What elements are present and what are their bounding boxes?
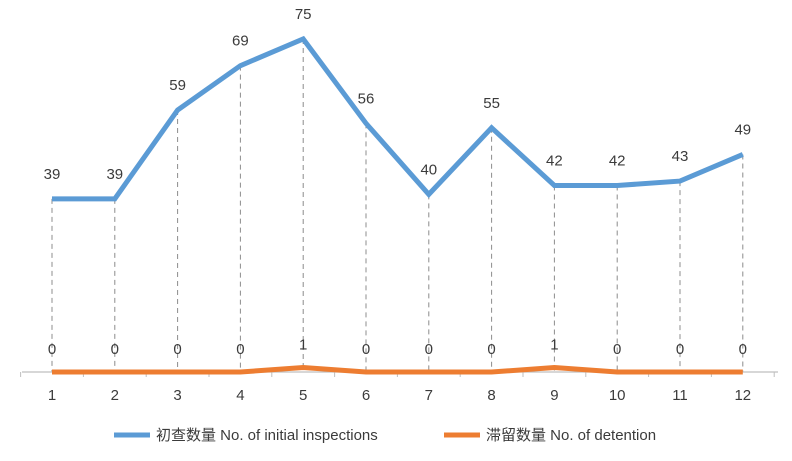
x-tick-label: 12 <box>734 387 751 404</box>
x-tick-labels: 1 2 3 4 5 6 7 8 9 10 11 12 <box>20 372 775 404</box>
x-tick-label: 8 <box>487 387 495 404</box>
data-label-detention: 0 <box>613 341 621 358</box>
data-label-detention: 0 <box>362 341 370 358</box>
data-label-initial-inspections: 75 <box>295 6 312 23</box>
data-labels: 39 39 59 69 75 56 40 55 42 42 43 49 0 0 0 0 1 0 0 0 1 0 0 0 <box>44 6 751 358</box>
data-label-detention: 0 <box>48 341 56 358</box>
data-label-detention: 0 <box>487 341 495 358</box>
x-tick-label: 6 <box>362 387 370 404</box>
data-label-detention: 0 <box>173 341 181 358</box>
data-label-initial-inspections: 55 <box>483 95 500 112</box>
x-tick-label: 9 <box>550 387 558 404</box>
x-tick-label: 3 <box>173 387 181 404</box>
data-label-detention: 0 <box>236 341 244 358</box>
legend-label-detention: 滞留数量 No. of detention <box>486 427 656 444</box>
x-tick-label: 10 <box>609 387 626 404</box>
data-label-initial-inspections: 43 <box>672 148 689 165</box>
x-tick-label: 4 <box>236 387 244 404</box>
data-label-initial-inspections: 59 <box>169 77 186 94</box>
data-label-initial-inspections: 39 <box>44 166 61 183</box>
data-label-initial-inspections: 42 <box>609 153 626 170</box>
data-label-initial-inspections: 49 <box>734 121 751 138</box>
data-label-detention: 0 <box>739 341 747 358</box>
data-label-initial-inspections: 39 <box>106 166 123 183</box>
legend-label-initial-inspections: 初查数量 No. of initial inspections <box>156 427 378 444</box>
x-tick-label: 1 <box>48 387 56 404</box>
data-label-detention: 0 <box>425 341 433 358</box>
data-label-detention: 0 <box>111 341 119 358</box>
data-label-initial-inspections: 40 <box>420 161 437 178</box>
x-tick-label: 5 <box>299 387 307 404</box>
x-tick-label: 7 <box>425 387 433 404</box>
data-label-detention: 1 <box>550 337 558 354</box>
drop-lines <box>51 39 744 372</box>
series-line-detention <box>52 365 743 375</box>
series-line-initial-inspections <box>52 35 744 202</box>
data-label-initial-inspections: 56 <box>358 90 375 107</box>
data-label-detention: 0 <box>676 341 684 358</box>
x-tick-label: 11 <box>672 387 688 404</box>
x-tick-label: 2 <box>111 387 119 404</box>
legend: 初查数量 No. of initial inspections 滞留数量 No. … <box>114 427 656 444</box>
data-label-initial-inspections: 42 <box>546 153 563 170</box>
data-label-initial-inspections: 69 <box>232 33 249 50</box>
data-label-detention: 1 <box>299 337 307 354</box>
series-layer <box>52 35 744 375</box>
